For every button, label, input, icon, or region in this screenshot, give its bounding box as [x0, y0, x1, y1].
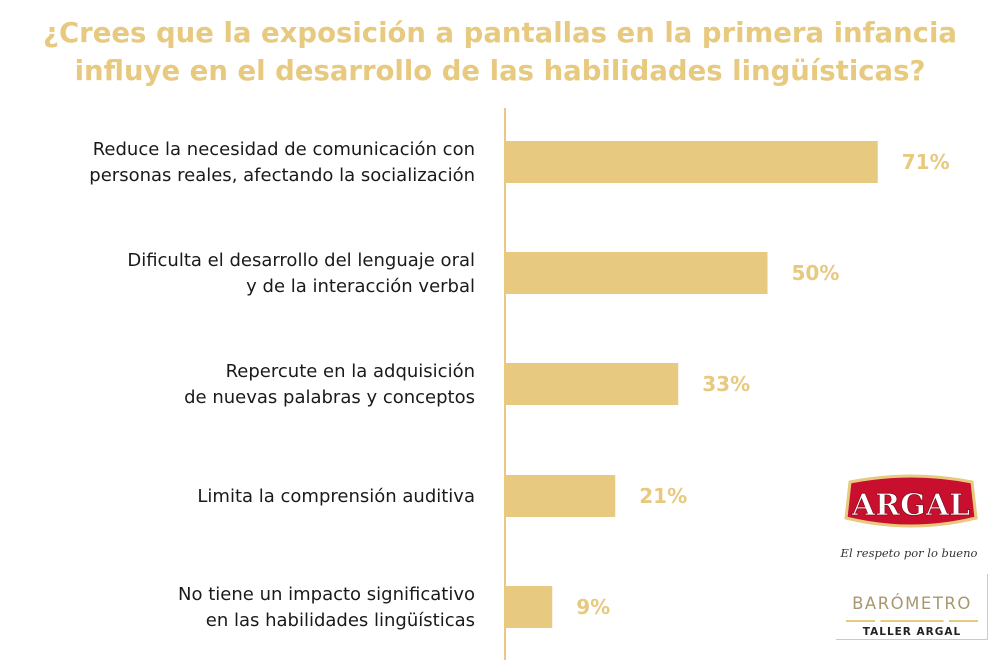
category-label-1-line-2: personas reales, afectando la socializac… — [89, 165, 475, 186]
bar-2 — [505, 252, 768, 294]
barometro-subtitle: TALLER ARGAL — [862, 626, 962, 638]
value-label-4: 21% — [639, 484, 687, 508]
chart-title: ¿Crees que la exposición a pantallas en … — [12, 14, 988, 90]
barometro-badge: BARÓMETRO TALLER ARGAL — [836, 574, 988, 640]
logo-block: ARGAL El respeto por lo bueno BARÓMETRO … — [836, 474, 996, 660]
category-label-3-line-2: de nuevas palabras y conceptos — [184, 387, 475, 408]
argal-tagline: El respeto por lo bueno — [840, 546, 978, 560]
category-label-3: Repercute en la adquisición de nuevas pal… — [184, 361, 475, 408]
value-label-3: 33% — [702, 372, 750, 396]
value-label-1: 71% — [902, 150, 950, 174]
category-label-2-line-1: Dificulta el desarrollo del lenguaje ora… — [127, 250, 475, 271]
argal-logo: ARGAL — [844, 474, 978, 528]
category-label-5-line-1: No tiene un impacto significativo — [178, 584, 475, 605]
barometro-title: BARÓMETRO — [852, 594, 972, 613]
category-label-5: No tiene un impacto significativo en las … — [178, 584, 475, 631]
chart-title-line-1: ¿Crees que la exposición a pantallas en … — [43, 17, 957, 49]
value-label-5: 9% — [576, 595, 610, 619]
bar-3 — [505, 363, 679, 405]
category-label-2: Dificulta el desarrollo del lenguaje ora… — [127, 250, 475, 297]
value-label-2: 50% — [792, 261, 840, 285]
category-label-3-line-1: Repercute en la adquisición — [226, 361, 475, 382]
bar-4 — [505, 475, 616, 517]
bar-5 — [505, 586, 553, 628]
category-label-1: Reduce la necesidad de comunicación con p… — [89, 139, 475, 186]
chart-title-line-2: influye en el desarrollo de las habilida… — [74, 55, 926, 87]
category-label-5-line-2: en las habilidades lingüísticas — [206, 610, 475, 631]
barometro-rule — [846, 620, 978, 622]
category-label-4: Limita la comprensión auditiva — [197, 486, 475, 507]
argal-logo-text: ARGAL — [851, 488, 970, 523]
bar-1 — [505, 141, 878, 183]
category-label-1-line-1: Reduce la necesidad de comunicación con — [93, 139, 475, 160]
category-label-2-line-2: y de la interacción verbal — [246, 276, 475, 297]
category-label-4-line-1: Limita la comprensión auditiva — [197, 486, 475, 507]
